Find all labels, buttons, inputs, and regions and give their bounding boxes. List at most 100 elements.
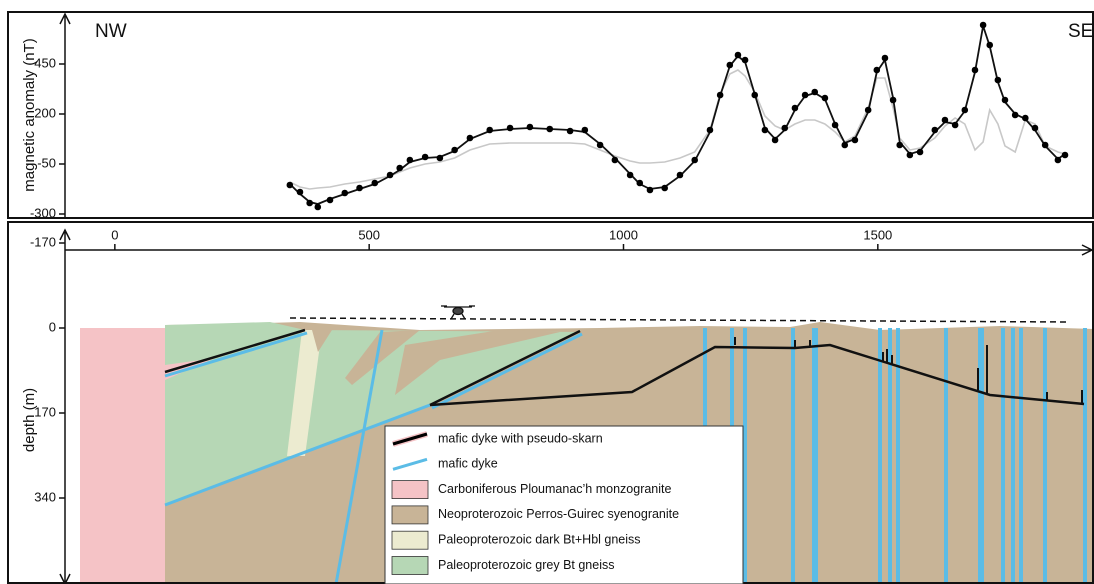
- data-point: [979, 21, 987, 29]
- depth-axis-label: depth (m): [21, 388, 38, 452]
- y-tick-label: 0: [49, 319, 56, 334]
- data-point: [596, 141, 604, 149]
- data-point: [1022, 114, 1029, 122]
- y-tick-label: -300: [30, 205, 56, 220]
- data-point: [626, 171, 634, 179]
- data-point: [706, 126, 714, 134]
- legend-swatch: [391, 505, 429, 525]
- data-point: [896, 141, 903, 149]
- data-point: [906, 151, 914, 159]
- x-tick-label: 1500: [863, 227, 892, 242]
- data-point: [986, 41, 994, 49]
- data-point: [1054, 156, 1062, 164]
- data-point: [751, 91, 759, 99]
- data-point: [851, 136, 859, 144]
- data-point: [691, 156, 699, 164]
- data-point: [341, 189, 349, 197]
- dyke: [164, 331, 308, 378]
- data-point: [1011, 111, 1019, 119]
- data-point: [971, 66, 979, 74]
- data-point: [436, 154, 444, 162]
- y-tick-label: 450: [34, 55, 56, 70]
- data-point: [314, 203, 322, 211]
- series-line: [289, 25, 1066, 205]
- x-axis: [65, 244, 1094, 256]
- dyke: [431, 332, 583, 410]
- data-point: [676, 171, 684, 179]
- data-point: [961, 106, 969, 114]
- monzogranite-body: [80, 328, 165, 584]
- legend-swatch: [392, 457, 428, 471]
- legend-label: Paleoproterozoic grey Bt gneiss: [438, 558, 614, 572]
- legend-swatch: [391, 480, 429, 500]
- grey-gneiss-body: [165, 322, 580, 505]
- data-point: [761, 126, 769, 134]
- y-tick-label: 340: [34, 489, 56, 504]
- y-tick-label: 170: [34, 404, 56, 419]
- y-tick-label: 200: [34, 105, 56, 120]
- skarn-dyke: [164, 328, 306, 374]
- data-point: [791, 104, 799, 112]
- data-point: [781, 124, 789, 132]
- data-point: [421, 153, 429, 161]
- legend-label: Carboniferous Ploumanac’h monzogranite: [438, 482, 672, 496]
- y-tick-label: -50: [37, 155, 56, 170]
- data-point: [286, 181, 294, 189]
- data-point: [661, 184, 668, 192]
- data-point: [821, 94, 829, 102]
- legend-label: Paleoproterozoic dark Bt+Hbl gneiss: [438, 532, 641, 546]
- pseudo-skarn-dykes: [164, 328, 1085, 407]
- data-point: [771, 136, 779, 144]
- data-point: [881, 54, 889, 62]
- flight-line: [289, 317, 1071, 323]
- data-point: [716, 91, 724, 99]
- data-point: [734, 51, 742, 59]
- data-point: [741, 56, 749, 64]
- y-axis-label: magnetic anomaly (nT): [21, 38, 38, 191]
- data-point: [546, 125, 554, 133]
- data-point: [581, 126, 589, 134]
- annotation: NW: [95, 21, 127, 42]
- data-point: [466, 134, 474, 142]
- inclined-dykes: [164, 329, 583, 584]
- data-point: [1031, 124, 1039, 132]
- dyke: [334, 329, 384, 584]
- legend-swatch: [391, 530, 429, 550]
- drone-icon: [441, 305, 475, 320]
- data-point: [831, 121, 839, 129]
- data-point: [326, 196, 334, 204]
- skarn-dyke: [429, 329, 581, 407]
- x-tick-label: 0: [111, 227, 118, 242]
- skarn-ticks: [734, 337, 1083, 404]
- data-point: [916, 148, 924, 156]
- data-point: [931, 126, 939, 134]
- data-point: [611, 156, 619, 164]
- syenogranite-wedge: [345, 330, 420, 385]
- y-axis: [59, 12, 71, 218]
- depth-axis: [59, 228, 71, 584]
- data-point: [506, 124, 514, 132]
- legend-label: Neoproterozoic Perros-Guirec syenogranit…: [438, 507, 679, 521]
- legend-swatch: [392, 432, 428, 446]
- data-point: [801, 91, 809, 99]
- legend-swatch: [391, 556, 429, 575]
- data-point: [811, 88, 819, 96]
- data-point: [636, 179, 644, 187]
- data-point: [646, 186, 654, 194]
- data-point: [526, 123, 534, 131]
- data-point: [386, 171, 394, 179]
- data-point: [951, 121, 959, 129]
- data-point: [451, 146, 458, 154]
- series-line: [289, 69, 1066, 190]
- x-tick-label: 1000: [609, 227, 638, 242]
- dyke: [164, 403, 431, 507]
- data-point: [889, 96, 897, 104]
- data-point: [486, 126, 494, 134]
- annotation: SE: [1068, 21, 1093, 42]
- data-point: [1061, 151, 1069, 159]
- data-point: [994, 76, 1002, 84]
- data-point: [1001, 96, 1009, 104]
- legend-label: mafic dyke with pseudo-skarn: [438, 431, 603, 445]
- legend: [384, 425, 744, 584]
